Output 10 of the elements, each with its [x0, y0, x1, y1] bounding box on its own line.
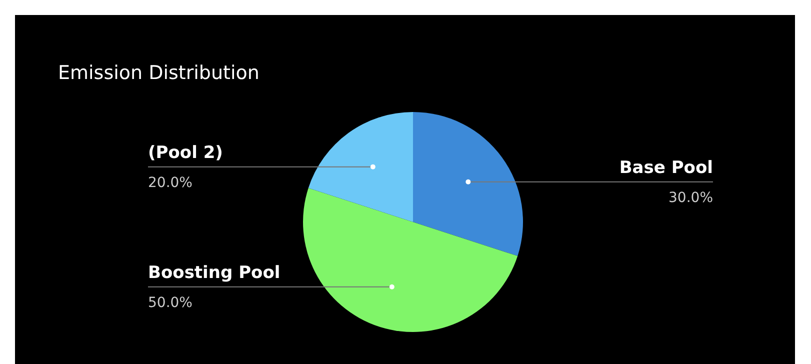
slice-label: Base Pool — [619, 158, 713, 178]
data-label: 30.0% — [668, 190, 713, 206]
slice-label: Boosting Pool — [148, 262, 280, 283]
pie-slice — [303, 188, 518, 332]
data-label: 20.0% — [148, 174, 192, 191]
data-label: 50.0% — [148, 294, 192, 311]
pie-slice — [413, 112, 523, 256]
chart-title: Emission Distribution — [58, 62, 260, 84]
slice-label: (Pool 2) — [148, 142, 223, 163]
pie-slice — [308, 112, 413, 222]
